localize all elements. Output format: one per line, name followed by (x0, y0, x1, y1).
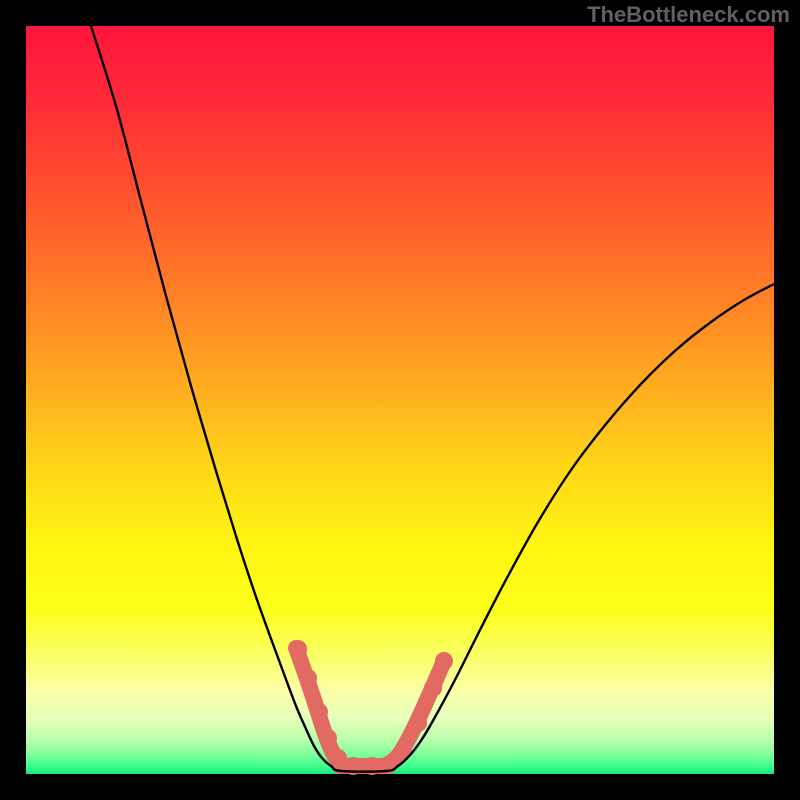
highlight-dot (424, 679, 442, 697)
highlight-dot (289, 640, 307, 658)
chart-svg (0, 0, 800, 800)
gradient-background (26, 26, 774, 774)
highlight-dot (310, 703, 328, 721)
highlight-dot (409, 714, 427, 732)
highlight-dot (319, 729, 337, 747)
highlight-dot (435, 652, 453, 670)
highlight-dot (299, 669, 317, 687)
